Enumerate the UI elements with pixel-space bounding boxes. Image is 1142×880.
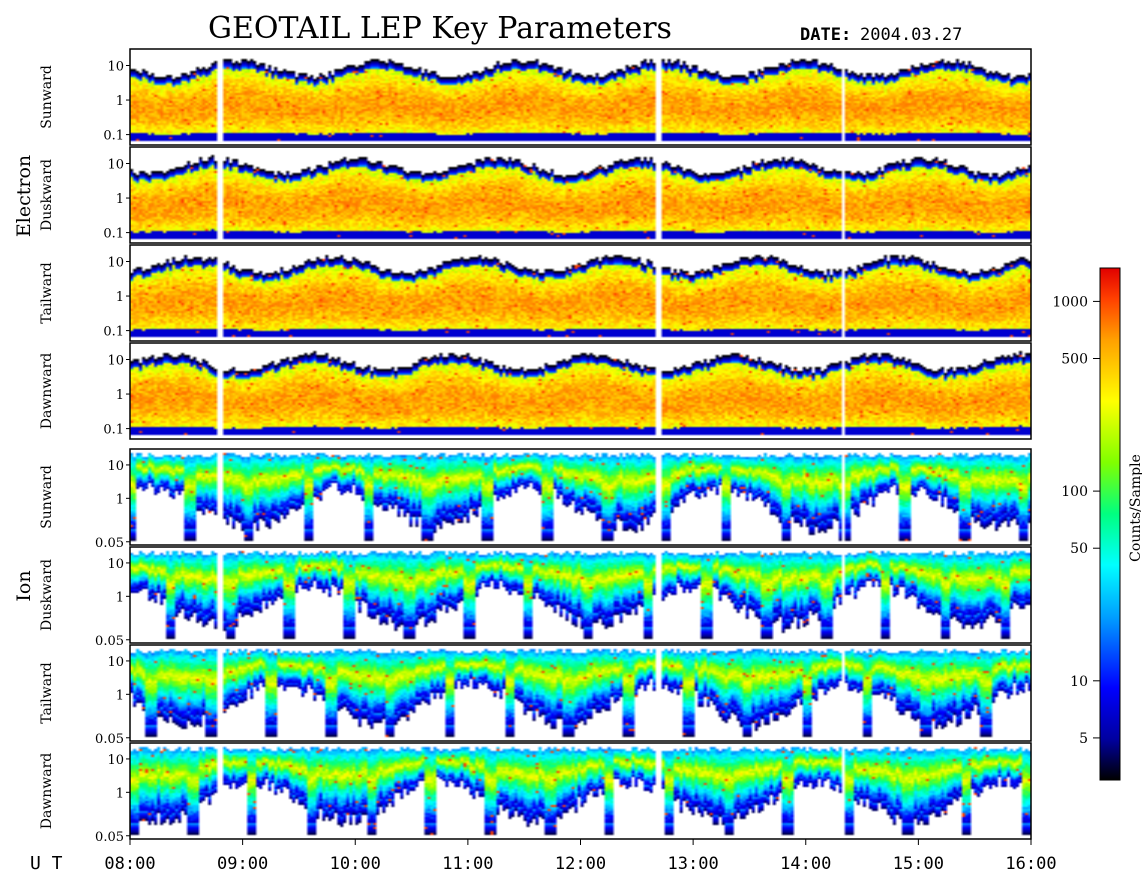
x-tick-label: 10:00 [330, 854, 381, 874]
spectrogram-image [130, 49, 1031, 145]
panel-label: Dawnward [39, 753, 55, 830]
x-tick-label: 09:00 [217, 854, 268, 874]
colorbar-tick-label: 5 [1079, 731, 1088, 747]
ion-duskward-panel: 10 1 0.05 Duskward [39, 546, 1032, 649]
spectrogram-image [130, 343, 1031, 439]
y-tick-label: 10 [107, 353, 124, 368]
panel-label: Tailward [39, 662, 55, 724]
y-tick-label: 0.1 [103, 129, 124, 144]
y-tick-label: 10 [107, 655, 124, 670]
y-tick-label: 1 [116, 590, 124, 605]
colorbar-tick-label: 50 [1070, 541, 1088, 557]
y-tick-label: 0.05 [95, 830, 124, 845]
x-tick-label: 08:00 [104, 854, 155, 874]
y-tick-label: 1 [116, 492, 124, 507]
y-tick-label: 1 [116, 94, 124, 109]
panel-frame [129, 146, 1032, 244]
y-tick-label: 0.05 [95, 536, 124, 551]
y-tick-label: 10 [107, 459, 124, 474]
y-tick-label: 1 [116, 388, 124, 403]
y-tick-label: 0.05 [95, 634, 124, 649]
colorbar-tick-label: 500 [1061, 352, 1088, 368]
ion-dawnward-panel: 10 1 0.05 Dawnward [39, 742, 1032, 845]
y-tick-label: 10 [107, 753, 124, 768]
electron-sunward-panel: 10 1 0.1 Sunward [39, 48, 1032, 146]
panel-frame [129, 244, 1032, 342]
y-tick-label: 10 [107, 157, 124, 172]
colorbar-ticks: 1000 500 100 50 10 5 [1052, 294, 1100, 747]
panel-label: Tailward [39, 262, 55, 324]
x-tick-label: 15:00 [893, 854, 944, 874]
x-tick-label: 12:00 [555, 854, 606, 874]
x-tick-label: 13:00 [668, 854, 719, 874]
panel-label: Dawnward [39, 353, 55, 430]
spectrogram-image [130, 645, 1031, 741]
panel-label: Duskward [39, 159, 55, 231]
y-tick-label: 10 [107, 59, 124, 74]
colorbar-tick-label: 10 [1070, 674, 1088, 690]
group-label-ion: Ion [13, 570, 35, 601]
y-tick-label: 1 [116, 786, 124, 801]
x-axis: U T 08:00 09:00 10:00 11:00 12:00 13:00 14:00 1… [30, 839, 1057, 874]
spectrogram-image [130, 547, 1031, 643]
y-tick-label: 10 [107, 255, 124, 270]
colorbar-tick-label: 1000 [1052, 294, 1088, 310]
x-tick-label: 16:00 [1005, 854, 1056, 874]
y-tick-label: 0.05 [95, 732, 124, 747]
date-value: 2004.03.27 [860, 25, 962, 45]
electron-tailward-panel: 10 1 0.1 Tailward [39, 244, 1032, 342]
x-tick-label: 14:00 [780, 854, 831, 874]
colorbar-tick-label: 100 [1061, 484, 1088, 500]
date-label: DATE: [800, 25, 851, 45]
panel-label: Duskward [39, 559, 55, 631]
spectrogram-image [130, 449, 1031, 545]
y-tick-label: 1 [116, 290, 124, 305]
panel-frame [129, 546, 1032, 644]
panel-frame [129, 342, 1032, 440]
group-label-electron: Electron [13, 155, 35, 237]
ion-tailward-panel: 10 1 0.05 Tailward [39, 644, 1032, 747]
panel-label: Sunward [39, 465, 55, 529]
colorbar-label: Counts/Sample [1128, 454, 1142, 562]
y-tick-label: 1 [116, 688, 124, 703]
panel-frame [129, 48, 1032, 146]
panel-label: Sunward [39, 65, 55, 129]
x-axis-label: U T [30, 853, 63, 874]
spectrogram-image [130, 245, 1031, 341]
x-tick-label: 11:00 [442, 854, 493, 874]
chart-title: GEOTAIL LEP Key Parameters [208, 11, 672, 46]
y-tick-label: 10 [107, 557, 124, 572]
y-tick-label: 1 [116, 192, 124, 207]
spectrogram-panels: 10 1 0.1 Sunward 10 1 0.1 Duskward 10 1 0.1 Tailwar… [39, 48, 1032, 845]
colorbar-gradient [1099, 267, 1121, 781]
spectrogram-image [130, 743, 1031, 839]
electron-dawnward-panel: 10 1 0.1 Dawnward [39, 342, 1032, 440]
ion-sunward-panel: 10 1 0.05 Sunward [39, 448, 1032, 551]
y-tick-label: 0.1 [103, 325, 124, 340]
panel-frame [129, 448, 1032, 546]
spectrogram-image [130, 147, 1031, 243]
panel-frame [129, 644, 1032, 742]
y-tick-label: 0.1 [103, 227, 124, 242]
colorbar: 1000 500 100 50 10 5 Counts/Sample [1052, 267, 1142, 781]
y-tick-label: 0.1 [103, 423, 124, 438]
electron-duskward-panel: 10 1 0.1 Duskward [39, 146, 1032, 244]
